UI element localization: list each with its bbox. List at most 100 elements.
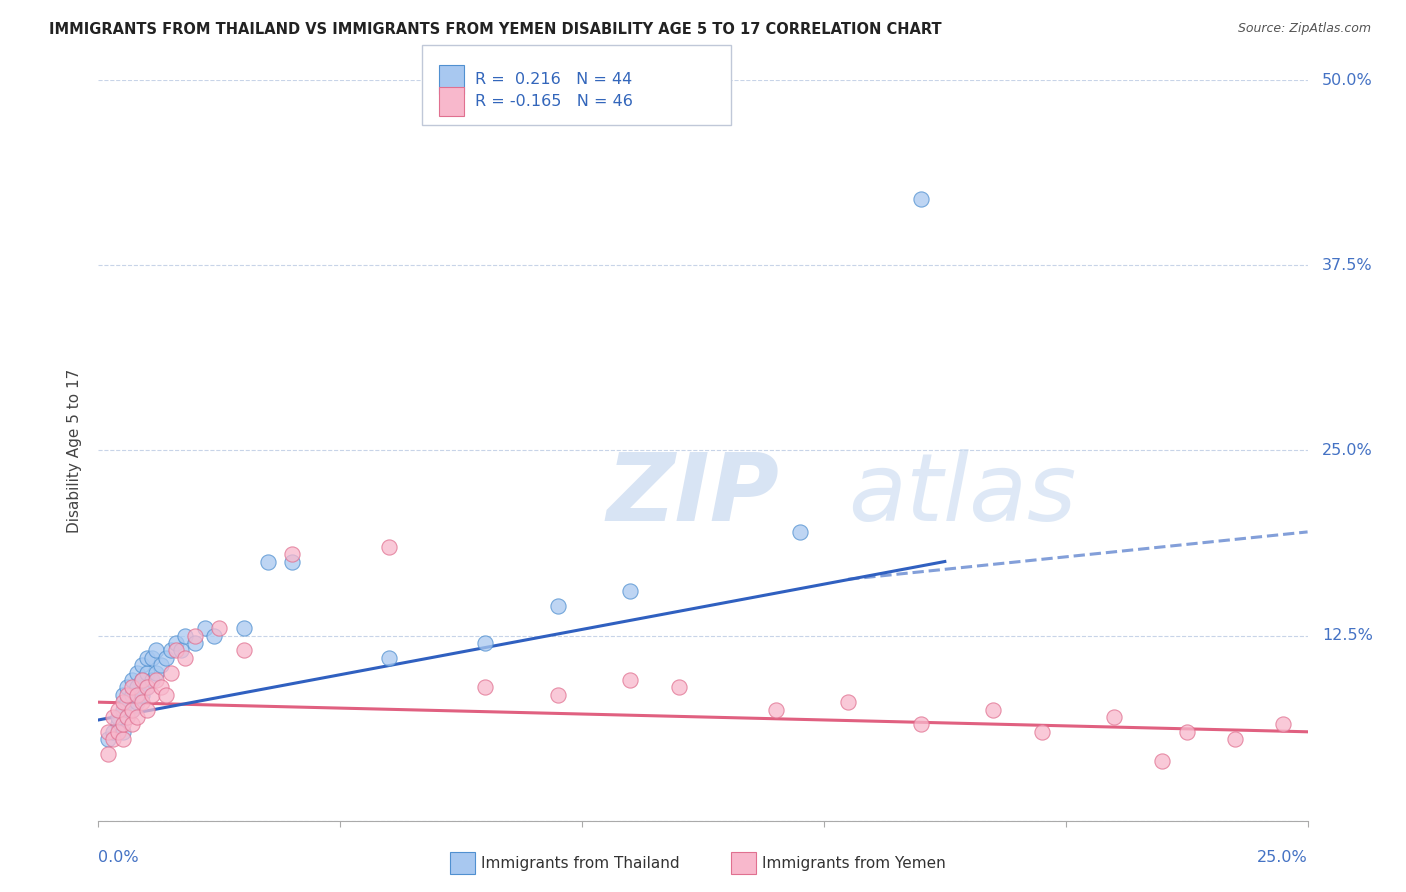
Point <box>97 724 120 739</box>
Point <box>619 584 641 599</box>
Point <box>111 732 134 747</box>
Point <box>127 665 149 680</box>
Point <box>135 650 157 665</box>
Point <box>232 621 254 635</box>
Point <box>281 555 304 569</box>
Point <box>789 524 811 539</box>
Point <box>765 703 787 717</box>
Point <box>232 643 254 657</box>
Text: Source: ZipAtlas.com: Source: ZipAtlas.com <box>1237 22 1371 36</box>
Point <box>107 724 129 739</box>
Point <box>107 703 129 717</box>
Text: 50.0%: 50.0% <box>1322 73 1372 87</box>
Point <box>910 717 932 731</box>
Point <box>256 555 278 569</box>
Point <box>135 681 157 695</box>
Point <box>101 710 124 724</box>
Point <box>281 547 304 561</box>
Point <box>668 681 690 695</box>
Point <box>131 658 153 673</box>
Point <box>1175 724 1198 739</box>
Point <box>474 636 496 650</box>
Point <box>377 650 399 665</box>
Point <box>135 681 157 695</box>
Point <box>121 681 143 695</box>
Point <box>1272 717 1295 731</box>
Point <box>131 673 153 687</box>
Point <box>910 192 932 206</box>
Point <box>184 636 207 650</box>
Point <box>547 599 569 613</box>
Point <box>208 621 231 635</box>
Point <box>837 695 859 709</box>
Point <box>121 673 143 687</box>
Text: 12.5%: 12.5% <box>1322 628 1374 643</box>
Point <box>111 688 134 702</box>
Point <box>121 717 143 731</box>
Point <box>150 681 173 695</box>
Point <box>121 703 143 717</box>
Point <box>107 710 129 724</box>
Point <box>150 658 173 673</box>
Point <box>184 628 207 642</box>
Point <box>131 688 153 702</box>
Point <box>1031 724 1053 739</box>
Point <box>145 665 167 680</box>
Text: R = -0.165   N = 46: R = -0.165 N = 46 <box>475 95 633 109</box>
Point <box>165 636 187 650</box>
Point <box>141 688 163 702</box>
Text: 25.0%: 25.0% <box>1257 850 1308 865</box>
Text: atlas: atlas <box>848 450 1077 541</box>
Point <box>141 650 163 665</box>
Point <box>127 681 149 695</box>
Point <box>155 650 177 665</box>
Point <box>97 732 120 747</box>
Point <box>127 710 149 724</box>
Point <box>174 650 197 665</box>
Y-axis label: Disability Age 5 to 17: Disability Age 5 to 17 <box>67 368 83 533</box>
Point <box>117 688 139 702</box>
Point <box>111 724 134 739</box>
Point <box>127 695 149 709</box>
Point <box>131 695 153 709</box>
Point <box>145 673 167 687</box>
Point <box>117 710 139 724</box>
Point <box>101 732 124 747</box>
Point <box>121 703 143 717</box>
Text: R =  0.216   N = 44: R = 0.216 N = 44 <box>475 72 633 87</box>
Point <box>160 643 183 657</box>
Text: IMMIGRANTS FROM THAILAND VS IMMIGRANTS FROM YEMEN DISABILITY AGE 5 TO 17 CORRELA: IMMIGRANTS FROM THAILAND VS IMMIGRANTS F… <box>49 22 942 37</box>
Point <box>145 643 167 657</box>
Point <box>981 703 1004 717</box>
Point <box>547 688 569 702</box>
Point <box>101 724 124 739</box>
Point <box>111 717 134 731</box>
Point <box>117 710 139 724</box>
Point <box>165 643 187 657</box>
Text: Immigrants from Thailand: Immigrants from Thailand <box>481 856 679 871</box>
Text: 37.5%: 37.5% <box>1322 258 1372 273</box>
Point <box>1102 710 1125 724</box>
Point <box>377 540 399 554</box>
Point <box>135 665 157 680</box>
Point <box>1152 755 1174 769</box>
Point <box>131 673 153 687</box>
Point <box>194 621 217 635</box>
Point <box>97 747 120 761</box>
Point <box>141 673 163 687</box>
Point <box>117 695 139 709</box>
Point <box>155 688 177 702</box>
Point <box>160 665 183 680</box>
Point <box>111 695 134 709</box>
Point <box>127 688 149 702</box>
Point <box>121 688 143 702</box>
Point <box>111 703 134 717</box>
Point <box>117 681 139 695</box>
Point <box>169 643 191 657</box>
Point <box>1223 732 1246 747</box>
Point <box>474 681 496 695</box>
Point <box>619 673 641 687</box>
Point <box>174 628 197 642</box>
Text: ZIP: ZIP <box>606 449 779 541</box>
Text: 0.0%: 0.0% <box>98 850 139 865</box>
